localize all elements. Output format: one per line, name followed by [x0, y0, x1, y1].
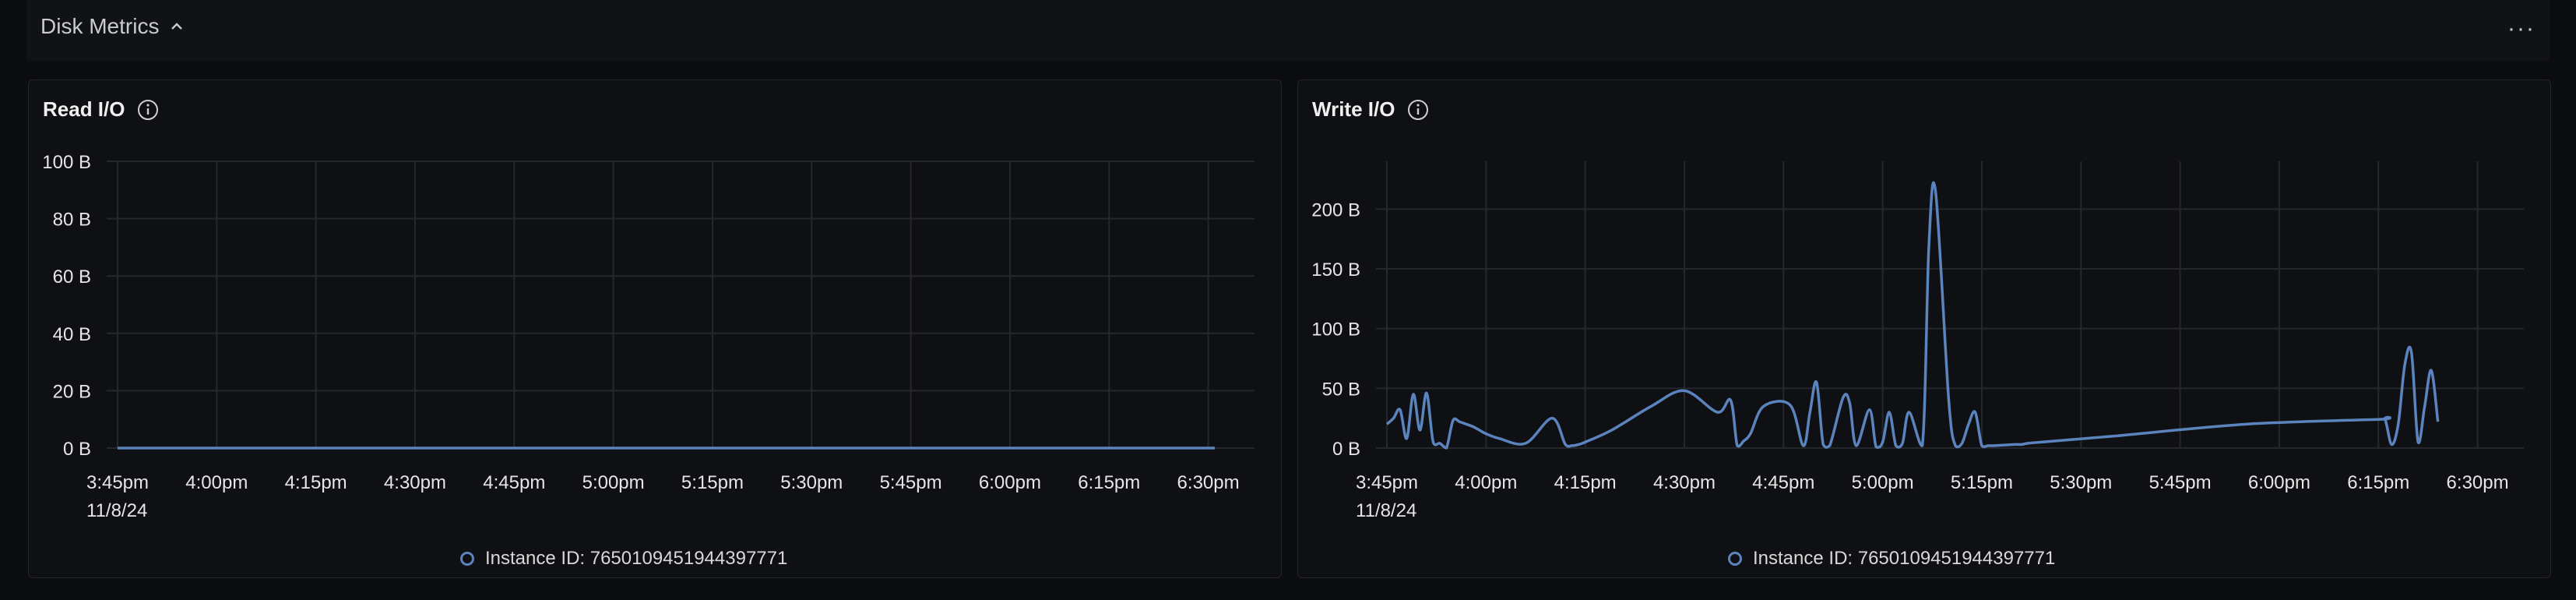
y-tick-label: 200 B	[1311, 199, 1360, 221]
x-tick-label: 4:30pm	[1653, 472, 1716, 493]
legend-marker	[460, 552, 474, 566]
y-tick-label: 0 B	[1332, 439, 1360, 460]
more-options-button[interactable]: ···	[2507, 16, 2536, 41]
section-toggle[interactable]: Disk Metrics	[40, 14, 184, 39]
x-tick-label: 5:00pm	[582, 472, 645, 493]
x-tick-label: 5:15pm	[1951, 472, 2013, 493]
x-tick-label: 6:00pm	[2248, 472, 2310, 493]
y-tick-label: 20 B	[53, 381, 91, 402]
x-tick-label: 5:45pm	[880, 472, 942, 493]
x-tick-label: 4:45pm	[483, 472, 545, 493]
y-tick-label: 100 B	[42, 152, 91, 173]
panel-title: Read I/O	[43, 97, 125, 121]
legend-label: Instance ID: 7650109451944397771	[1753, 548, 2056, 569]
x-tick-label: 6:15pm	[2347, 472, 2409, 493]
read-io-chart: 0 B 20 B 40 B 60 B 80 B 100 B 3:45pm 4:00pm 4:15…	[42, 152, 1255, 521]
x-tick-label: 5:15pm	[681, 472, 744, 493]
section-title: Disk Metrics	[40, 14, 160, 38]
x-tick-label: 5:45pm	[2149, 472, 2212, 493]
read-io-panel: Read I/O 0 B 20 B 40 B 60 B 80 B 100 B 3:45pm 4…	[28, 79, 1282, 578]
legend-label: Instance ID: 7650109451944397771	[485, 548, 788, 569]
x-tick-label: 5:00pm	[1852, 472, 1914, 493]
x-tick-label: 4:45pm	[1752, 472, 1814, 493]
x-tick-label: 6:30pm	[1177, 472, 1240, 493]
y-tick-label: 80 B	[53, 210, 91, 231]
legend[interactable]: Instance ID: 7650109451944397771	[460, 548, 787, 570]
y-tick-label: 100 B	[1311, 319, 1360, 341]
write-io-panel: Write I/O 0 B 50 B 100 B 150 B 200 B 3:45pm 4:…	[1297, 79, 2551, 578]
x-tick-label: 4:15pm	[285, 472, 347, 493]
x-tick-label: 5:30pm	[2050, 472, 2112, 493]
legend[interactable]: Instance ID: 7650109451944397771	[1728, 548, 2055, 570]
x-tick-label: 6:00pm	[979, 472, 1041, 493]
x-tick-label: 4:00pm	[1455, 472, 1517, 493]
series-line	[1385, 181, 2440, 450]
y-tick-label: 150 B	[1311, 259, 1360, 281]
chevron-up-icon	[171, 23, 183, 30]
info-icon[interactable]	[137, 99, 159, 121]
y-tick-label: 50 B	[1322, 379, 1360, 400]
x-date-label: 11/8/24	[86, 500, 147, 521]
x-tick-label: 4:15pm	[1554, 472, 1617, 493]
x-tick-label: 3:45pm	[1356, 472, 1418, 493]
x-tick-label: 3:45pm	[86, 472, 149, 493]
x-tick-label: 6:30pm	[2447, 472, 2509, 493]
y-tick-label: 40 B	[53, 324, 91, 345]
x-tick-label: 4:30pm	[384, 472, 446, 493]
y-tick-label: 0 B	[63, 439, 91, 460]
x-date-label: 11/8/24	[1356, 500, 1416, 521]
section-header: Disk Metrics ···	[26, 0, 2550, 61]
panel-title: Write I/O	[1312, 97, 1395, 121]
legend-marker	[1728, 552, 1742, 566]
x-tick-label: 5:30pm	[780, 472, 843, 493]
write-io-chart: 0 B 50 B 100 B 150 B 200 B 3:45pm 4:00pm 4:15pm…	[1311, 161, 2524, 521]
x-tick-label: 4:00pm	[185, 472, 248, 493]
x-tick-label: 6:15pm	[1078, 472, 1140, 493]
info-icon[interactable]	[1407, 99, 1429, 121]
y-tick-label: 60 B	[53, 266, 91, 288]
